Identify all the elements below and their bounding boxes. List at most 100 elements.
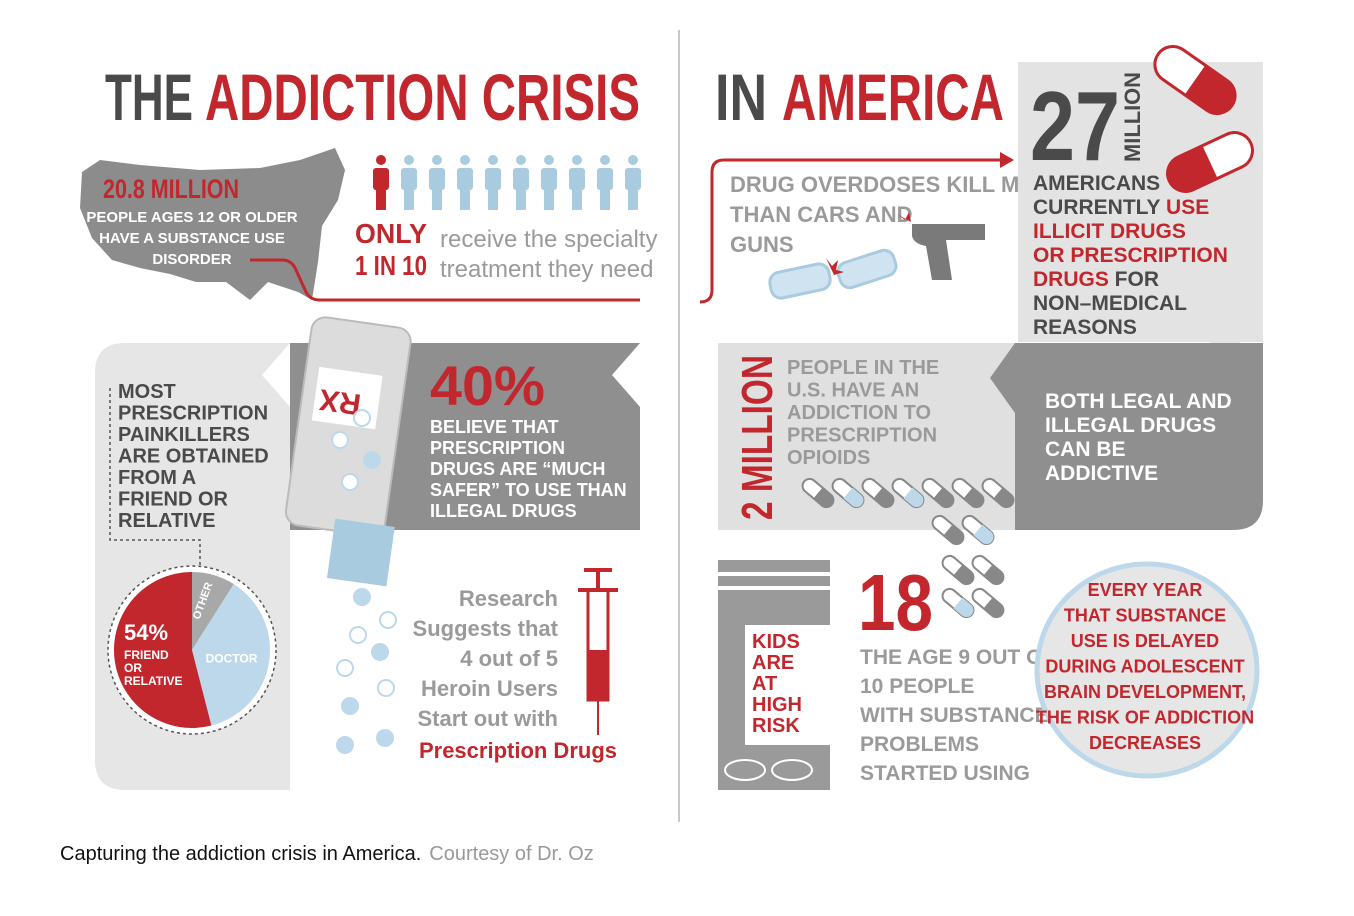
person-body (457, 168, 473, 190)
brain (1034, 561, 1260, 779)
text-line: FROM A (118, 467, 196, 489)
person-body (625, 168, 641, 190)
text-line: DRUGS FOR (1033, 268, 1159, 291)
text-line: EVERY YEAR (1088, 580, 1203, 600)
text-line: DISORDER (152, 251, 231, 268)
capsule-half (943, 524, 964, 545)
capsule (931, 514, 965, 546)
capsule (961, 514, 995, 546)
pie-slice (192, 571, 234, 650)
capsule (951, 477, 985, 509)
text-part: USE (1166, 196, 1209, 219)
addictive-panel (1015, 343, 1263, 530)
capsule-half (873, 487, 894, 508)
person-legs (600, 188, 610, 210)
person-head (572, 155, 582, 165)
pill-dot (341, 473, 359, 491)
text-line: RISK (752, 715, 800, 737)
text-line: STARTED USING (860, 762, 1030, 785)
text-line: BOTH LEGAL AND (1045, 390, 1232, 413)
person-legs (628, 188, 638, 210)
overdose-line (699, 158, 1002, 304)
syringe-icon (578, 568, 618, 735)
people-icons (373, 155, 641, 210)
text-line: HAVE A SUBSTANCE USE (99, 230, 285, 247)
person-head (488, 155, 498, 165)
person-head (516, 155, 526, 165)
person-body (569, 168, 585, 190)
person-legs (544, 188, 554, 210)
pills-icon (1153, 45, 1254, 193)
text-line: NON–MEDICAL (1033, 292, 1187, 315)
substance-text: PEOPLE AGES 12 OR OLDER HAVE A SUBSTANCE … (86, 209, 297, 268)
cars-icon (768, 248, 898, 300)
person-body (597, 168, 613, 190)
capsule (971, 554, 1005, 586)
capsule (801, 477, 835, 509)
title-right-second: AMERICA (782, 60, 1004, 134)
text-line: AT (752, 673, 777, 695)
kids-text: KIDS ARE AT HIGH RISK (752, 631, 802, 737)
substance-number: 20.8 MILLION (103, 174, 239, 204)
text-line: THAT SUBSTANCE (1064, 606, 1226, 626)
pill-dot (377, 679, 395, 697)
capsule (831, 477, 865, 509)
capsules-icon (801, 477, 1015, 619)
text-line: CAN BE (1045, 438, 1126, 461)
text-line: THAN CARS AND (730, 202, 913, 227)
capsule-half (993, 487, 1014, 508)
text-line: ILLICIT DRUGS (1033, 220, 1186, 243)
person-head (460, 155, 470, 165)
person-body (485, 168, 501, 190)
text-line: PEOPLE IN THE (787, 357, 939, 379)
text-line: REASONS (1033, 316, 1137, 339)
capsule (941, 587, 975, 619)
chevron (612, 343, 640, 407)
text-line: PAINKILLERS (118, 424, 250, 446)
person-head (600, 155, 610, 165)
arrow-head (1000, 152, 1014, 168)
pie-value-label: 54% (124, 620, 168, 645)
text-line: FRIEND (124, 648, 169, 662)
capsule-half (953, 564, 974, 585)
text-line: PRESCRIPTION (430, 438, 565, 458)
pill-dot (331, 431, 349, 449)
text-line: PRESCRIPTION (118, 403, 268, 425)
caption: Capturing the addiction crisis in Americ… (60, 843, 594, 865)
person-head (628, 155, 638, 165)
illicit-text: AMERICANS CURRENTLY USE ILLICIT DRUGS OR… (1033, 172, 1228, 339)
pie-slice (114, 572, 212, 728)
person-legs (488, 188, 498, 210)
text-line: SAFER” TO USE THAN (430, 480, 627, 500)
text-line: CURRENTLY USE (1033, 196, 1209, 219)
text-line: HIGH (752, 694, 802, 716)
text-line: Suggests that (413, 616, 559, 641)
text-line: ARE (752, 652, 794, 674)
capsule-half (983, 564, 1004, 585)
text-line: USE IS DELAYED (1071, 631, 1219, 651)
person-body (429, 168, 445, 190)
capsule-half (953, 597, 974, 618)
gun-icon (897, 212, 985, 280)
caption-text: Capturing the addiction crisis in Americ… (60, 843, 421, 865)
text-line: DECREASES (1089, 733, 1201, 753)
pill-bottle (284, 316, 412, 587)
pill-dot (376, 729, 394, 747)
text-line: DURING ADOLESCENT (1045, 657, 1244, 677)
capsule (981, 477, 1015, 509)
text-line: BELIEVE THAT (430, 417, 559, 437)
text-line: ARE OBTAINED (118, 446, 269, 468)
pill-dot (353, 409, 371, 427)
person-head (404, 155, 414, 165)
capsule-half (843, 487, 864, 508)
painkiller-text: MOST PRESCRIPTION PAINKILLERS ARE OBTAINED F… (118, 381, 269, 532)
capsule-half (963, 487, 984, 508)
text-line: AMERICANS (1033, 172, 1160, 195)
text-line: ADDICTION TO (787, 402, 931, 424)
text-line: 10 PEOPLE (860, 675, 974, 698)
chevron (990, 343, 1015, 413)
person-body (373, 168, 389, 190)
chevron (690, 343, 718, 413)
capsule-half (983, 597, 1004, 618)
